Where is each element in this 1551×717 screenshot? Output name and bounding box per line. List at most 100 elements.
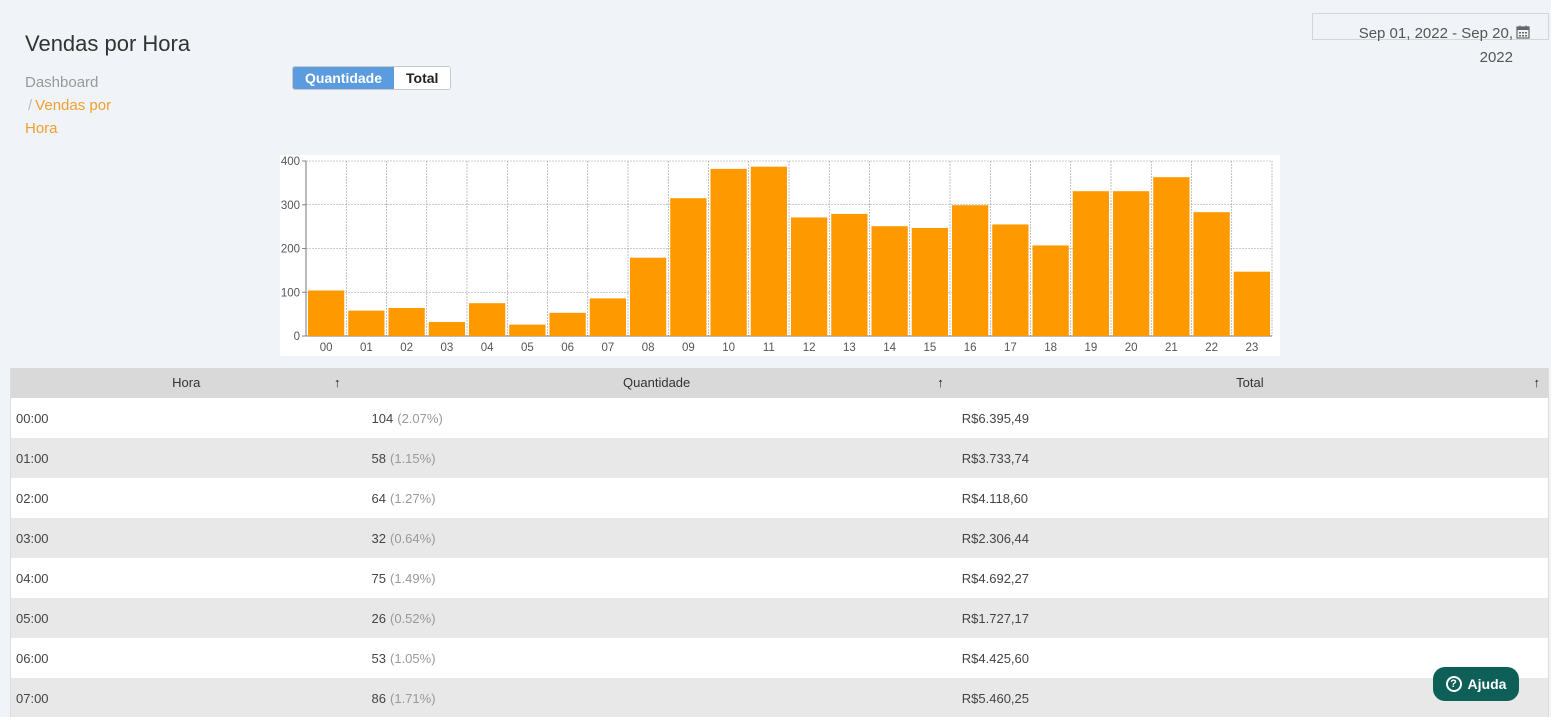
bar-21[interactable] xyxy=(1153,177,1190,336)
arrow-up-icon: ↑ xyxy=(1533,375,1541,390)
bar-03[interactable] xyxy=(428,322,465,336)
x-tick-label: 04 xyxy=(481,342,494,354)
date-range-value: Sep 01, 2022 - Sep 20, 2022 xyxy=(1358,25,1513,66)
column-label-total: Total xyxy=(1236,375,1264,390)
sales-table: Hora ↑ Quantidade ↑ Total ↑ 00:00 104 (2.0… xyxy=(10,368,1549,717)
bar-01[interactable] xyxy=(348,310,385,336)
cell-hora: 05:00 xyxy=(16,610,49,626)
cell-total: R$1.727,17 xyxy=(961,610,1030,626)
x-tick-label: 22 xyxy=(1205,342,1218,354)
quantidade-percent: (0.64%) xyxy=(390,530,436,546)
x-tick-label: 19 xyxy=(1084,342,1097,354)
x-tick-label: 00 xyxy=(320,342,333,354)
cell-total: R$4.118,60 xyxy=(961,490,1029,506)
table-row: 03:00 32 (0.64%) R$2.306,44 xyxy=(11,518,1548,558)
breadcrumb-dashboard-link[interactable]: Dashboard xyxy=(25,74,99,91)
x-tick-label: 10 xyxy=(722,342,735,354)
bar-22[interactable] xyxy=(1193,212,1230,336)
question-circle-icon: ? xyxy=(1445,676,1462,692)
x-tick-label: 12 xyxy=(803,342,816,354)
arrow-up-icon: ↑ xyxy=(937,375,944,390)
column-header-hora[interactable]: Hora ↑ xyxy=(11,368,362,398)
quantidade-percent: (1.05%) xyxy=(390,650,436,666)
bar-16[interactable] xyxy=(952,205,989,336)
cell-quantidade: 86 (1.71%) xyxy=(362,691,952,706)
bar-04[interactable] xyxy=(469,303,506,336)
bar-18[interactable] xyxy=(1032,245,1069,336)
bar-09[interactable] xyxy=(670,198,707,336)
page-title: Vendas por Hora xyxy=(25,31,191,56)
y-tick-label: 200 xyxy=(281,244,300,256)
breadcrumb: Dashboard / Vendas por Hora xyxy=(25,71,135,140)
x-tick-label: 07 xyxy=(601,342,614,354)
date-range-picker[interactable]: Sep 01, 2022 - Sep 20, 2022 xyxy=(1312,13,1549,66)
cell-hora: 07:00 xyxy=(16,690,49,706)
cell-quantidade: 53 (1.05%) xyxy=(362,651,952,666)
quantidade-percent: (1.15%) xyxy=(390,450,436,466)
cell-hora: 06:00 xyxy=(16,650,49,666)
bar-08[interactable] xyxy=(630,257,667,336)
cell-total: R$2.306,44 xyxy=(961,530,1030,546)
cell-total: R$3.733,74 xyxy=(961,450,1030,466)
y-tick-label: 300 xyxy=(281,200,300,212)
cell-hora: 00:00 xyxy=(16,410,49,426)
table-row: 04:00 75 (1.49%) R$4.692,27 xyxy=(11,558,1548,598)
x-tick-label: 17 xyxy=(1004,342,1017,354)
bar-19[interactable] xyxy=(1072,191,1109,336)
bar-12[interactable] xyxy=(791,217,828,336)
x-tick-label: 16 xyxy=(964,342,977,354)
toggle-total-button[interactable]: Total xyxy=(394,67,451,89)
bar-02[interactable] xyxy=(388,308,425,336)
cell-quantidade: 58 (1.15%) xyxy=(362,451,952,466)
x-tick-label: 05 xyxy=(521,342,534,354)
quantidade-percent: (0.52%) xyxy=(390,610,436,626)
toggle-quantidade-button[interactable]: Quantidade xyxy=(293,67,395,89)
cell-total: R$4.425,60 xyxy=(961,650,1030,666)
bar-23[interactable] xyxy=(1233,271,1270,336)
x-tick-label: 06 xyxy=(561,342,574,354)
cell-quantidade: 104 (2.07%) xyxy=(362,411,952,426)
x-tick-label: 09 xyxy=(682,342,695,354)
table-row: 01:00 58 (1.15%) R$3.733,74 xyxy=(11,438,1548,478)
bar-13[interactable] xyxy=(831,213,868,336)
bar-17[interactable] xyxy=(992,224,1029,336)
bar-14[interactable] xyxy=(871,226,908,336)
sales-by-hour-chart: 0 100 200 300 400 00 01 02 03 04 05 06 07 08 09 10 11 12 1… xyxy=(280,155,1280,356)
cell-hora: 01:00 xyxy=(16,450,49,466)
table-row: 05:00 26 (0.52%) R$1.727,17 xyxy=(11,598,1548,638)
quantidade-percent: (2.07%) xyxy=(397,410,443,426)
table-row: 07:00 86 (1.71%) R$5.460,25 xyxy=(11,678,1548,717)
x-tick-label: 11 xyxy=(763,342,775,354)
bar-11[interactable] xyxy=(750,166,787,336)
bar-10[interactable] xyxy=(710,168,747,336)
help-button[interactable]: ? Ajuda xyxy=(1433,667,1519,701)
cell-total: R$4.692,27 xyxy=(961,570,1030,586)
breadcrumb-separator: / xyxy=(28,97,33,114)
help-label: Ajuda xyxy=(1467,676,1507,692)
quantidade-percent: (1.71%) xyxy=(390,690,436,706)
bar-05[interactable] xyxy=(509,324,546,336)
bar-07[interactable] xyxy=(589,298,626,336)
bar-15[interactable] xyxy=(911,227,948,336)
table-row: 02:00 64 (1.27%) R$4.118,60 xyxy=(11,478,1548,518)
bar-06[interactable] xyxy=(549,312,586,336)
column-header-total[interactable]: Total ↑ xyxy=(952,368,1548,398)
arrow-up-icon: ↑ xyxy=(334,375,341,390)
x-tick-label: 21 xyxy=(1165,342,1178,354)
quantidade-value: 53 xyxy=(371,650,387,666)
column-label-hora: Hora xyxy=(172,375,201,390)
bar-00[interactable] xyxy=(308,290,345,337)
metric-toggle: Quantidade Total xyxy=(292,66,452,90)
quantidade-percent: (1.49%) xyxy=(390,570,436,586)
column-label-quantidade: Quantidade xyxy=(623,375,691,390)
quantidade-value: 26 xyxy=(371,610,387,626)
column-header-quantidade[interactable]: Quantidade ↑ xyxy=(362,368,952,398)
x-tick-label: 08 xyxy=(642,342,655,354)
bar-20[interactable] xyxy=(1113,191,1150,336)
cell-total: R$5.460,25 xyxy=(961,690,1030,706)
cell-quantidade: 75 (1.49%) xyxy=(362,571,952,586)
breadcrumb-current: Vendas por Hora xyxy=(25,97,112,137)
quantidade-value: 32 xyxy=(371,530,387,546)
table-row: 06:00 53 (1.05%) R$4.425,60 xyxy=(11,638,1548,678)
cell-quantidade: 64 (1.27%) xyxy=(362,491,952,506)
